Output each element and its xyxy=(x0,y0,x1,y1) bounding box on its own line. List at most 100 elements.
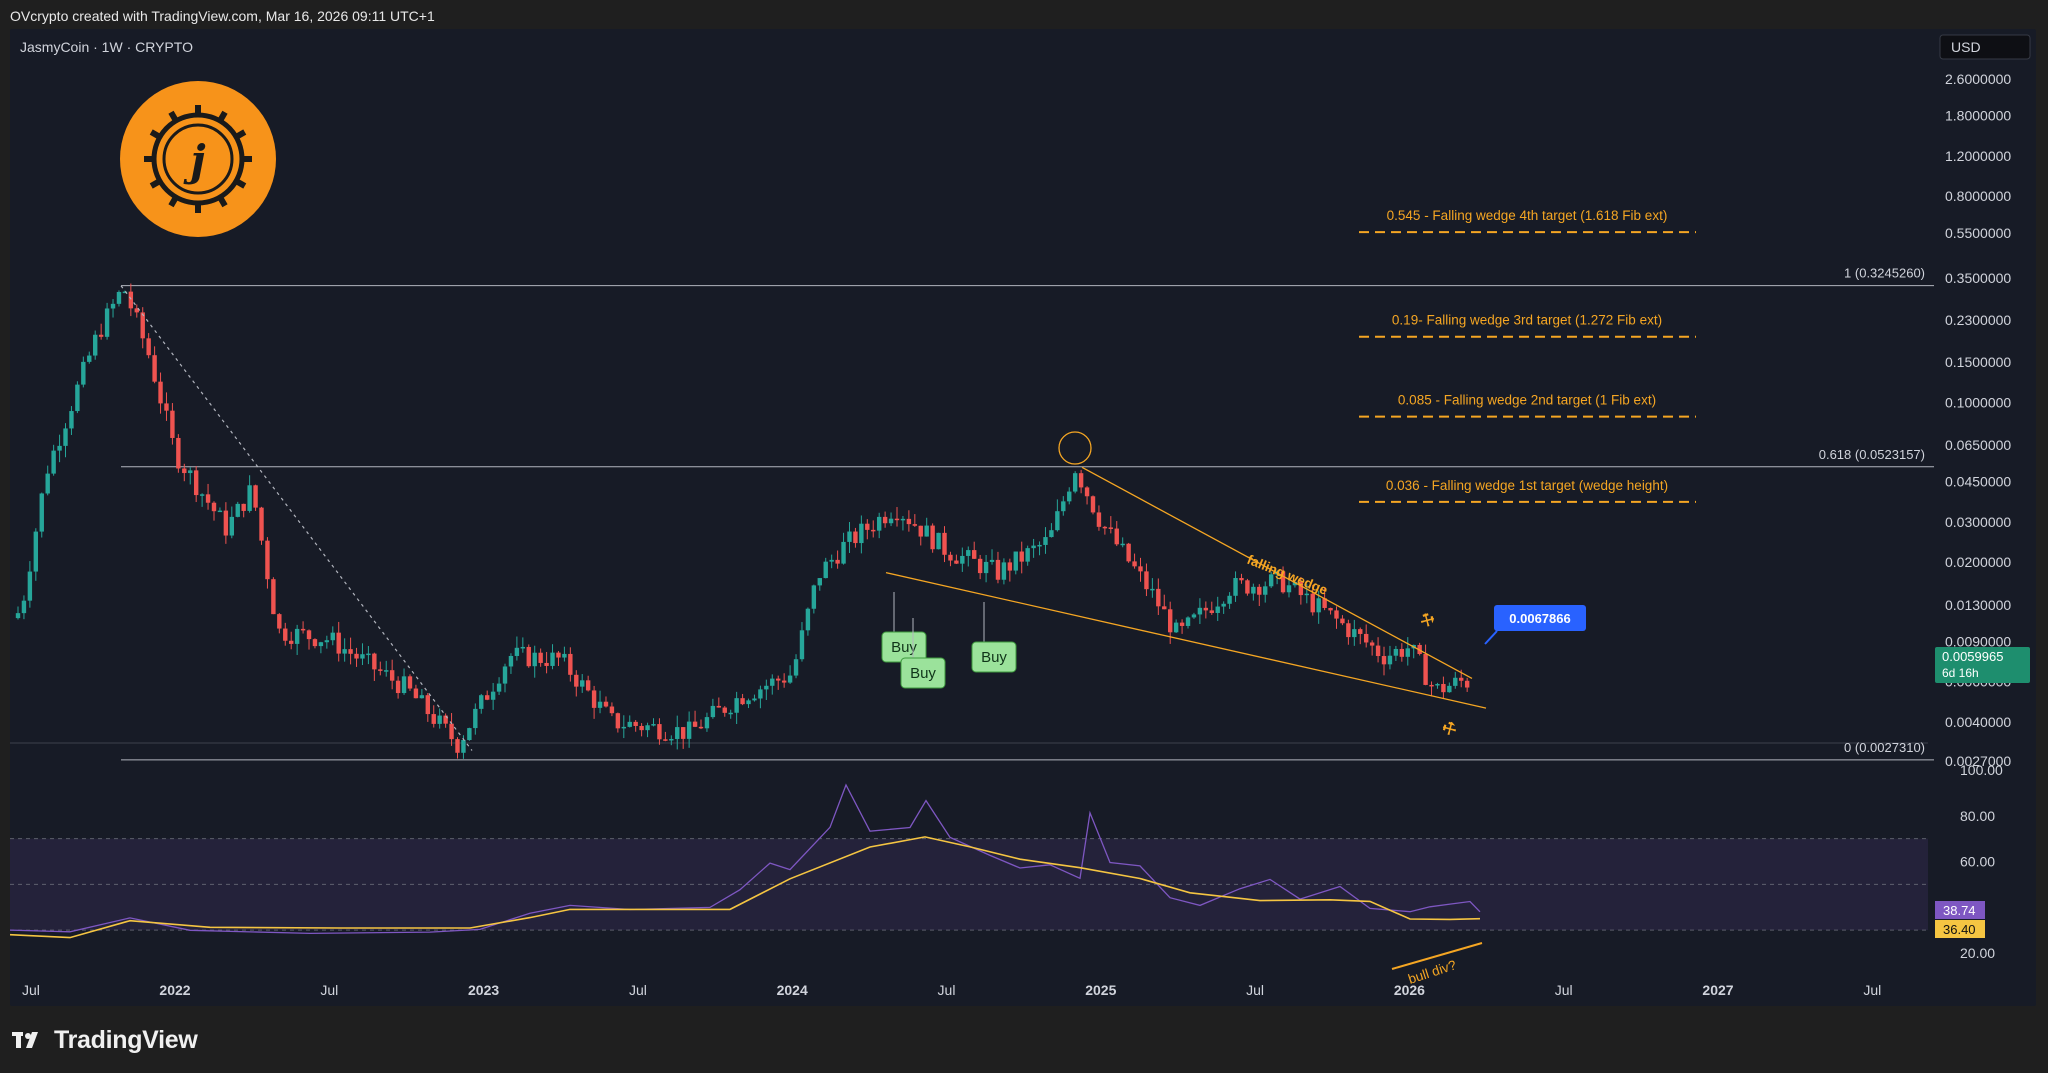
candle xyxy=(223,510,229,536)
candle xyxy=(1150,588,1155,591)
candle xyxy=(817,578,822,586)
candle xyxy=(1381,656,1387,665)
candle xyxy=(906,518,912,525)
candle xyxy=(1280,571,1286,593)
candle xyxy=(419,695,425,699)
price-axis-label: 2.6000000 xyxy=(1945,71,2011,87)
candle xyxy=(455,739,460,753)
candle xyxy=(15,613,21,619)
candle xyxy=(746,700,751,705)
buy-text: Buy xyxy=(910,665,936,682)
jasmycoin-logo: j xyxy=(120,81,276,237)
logo-cog-tooth xyxy=(234,178,247,189)
candle xyxy=(1441,683,1446,693)
candle xyxy=(520,646,526,649)
candle-countdown: 6d 16h xyxy=(1942,666,1979,680)
candle xyxy=(496,683,502,692)
candle xyxy=(989,559,995,562)
candle xyxy=(1185,617,1191,626)
candle xyxy=(1352,629,1357,638)
tradingview-logo[interactable]: TradingView xyxy=(12,1026,198,1054)
candle xyxy=(1126,543,1131,562)
candle xyxy=(164,403,169,411)
candle xyxy=(271,579,276,615)
fib-level-label: 0 (0.0027310) xyxy=(1844,740,1925,755)
candle xyxy=(241,503,246,511)
candle xyxy=(770,678,775,686)
candle xyxy=(574,674,579,687)
candle xyxy=(21,600,27,614)
rsi-value: 38.74 xyxy=(1943,903,1976,918)
time-axis-label: 2023 xyxy=(468,982,499,998)
candle xyxy=(1239,578,1244,581)
candle xyxy=(645,725,650,731)
candle xyxy=(1221,603,1226,607)
candle xyxy=(627,721,632,727)
candle xyxy=(835,559,840,564)
candle xyxy=(1084,487,1090,497)
candle xyxy=(425,695,431,715)
candle xyxy=(1078,473,1084,488)
candle xyxy=(1268,574,1274,587)
candle xyxy=(508,655,514,667)
chart-area[interactable]: 1 (0.3245260) 0.618 (0.0523157) 0 (0.00273… xyxy=(10,29,2036,1006)
candle xyxy=(1108,527,1114,529)
rsi-value-tag xyxy=(1935,901,1985,919)
chart-canvas[interactable]: 1 (0.3245260) 0.618 (0.0523157) 0 (0.00273… xyxy=(10,29,2036,1006)
price-axis-label: 0.3500000 xyxy=(1945,270,2011,286)
candle xyxy=(45,473,50,494)
candle xyxy=(853,531,858,544)
candle xyxy=(1346,623,1351,638)
candle xyxy=(1322,598,1327,608)
candle xyxy=(686,721,692,739)
candle xyxy=(51,450,56,474)
candle xyxy=(948,554,953,561)
candle xyxy=(556,652,561,658)
time-axis-label: 2024 xyxy=(777,982,808,998)
price-axis-label: 0.5500000 xyxy=(1945,225,2011,241)
candle xyxy=(1453,677,1458,686)
candle xyxy=(1138,566,1143,572)
candle xyxy=(1298,581,1304,596)
candle xyxy=(1334,610,1339,619)
candle xyxy=(69,411,74,429)
candle xyxy=(128,291,134,309)
logo-cog-tooth xyxy=(217,195,228,208)
rsi-ma-value-tag xyxy=(1935,920,1985,938)
time-axis-label: Jul xyxy=(1555,982,1573,998)
candle xyxy=(841,541,846,564)
candle xyxy=(81,361,86,385)
price-axis-label: 0.2300000 xyxy=(1945,312,2011,328)
candle xyxy=(1096,512,1102,527)
logo-cog-tooth xyxy=(149,129,162,140)
candle xyxy=(930,525,935,550)
candle xyxy=(1464,680,1470,688)
candle xyxy=(1393,648,1399,656)
price-axis-label: 0.1500000 xyxy=(1945,354,2011,370)
candle xyxy=(1215,606,1220,613)
candle xyxy=(294,628,300,644)
candle xyxy=(484,695,490,700)
candle xyxy=(609,706,615,714)
candle xyxy=(793,659,799,676)
logo-inner xyxy=(162,123,234,195)
candle xyxy=(514,647,520,656)
candle xyxy=(942,532,947,555)
candle xyxy=(461,740,466,753)
candle xyxy=(781,680,787,683)
candle xyxy=(27,571,33,601)
price-axis-label: 0.8000000 xyxy=(1945,188,2011,204)
candle xyxy=(758,689,763,699)
candle xyxy=(1162,606,1167,610)
candle xyxy=(1292,581,1298,586)
currency-button[interactable] xyxy=(1939,34,2031,60)
candle xyxy=(104,308,110,337)
price-axis-label: 0.0300000 xyxy=(1945,514,2011,530)
candle xyxy=(1061,501,1066,512)
candle xyxy=(805,608,811,631)
price-axis-label: 1.8000000 xyxy=(1945,108,2011,124)
candle xyxy=(675,727,680,739)
candle xyxy=(193,470,199,496)
candle xyxy=(1197,607,1203,615)
buy-signal-label: Buy xyxy=(900,657,946,689)
